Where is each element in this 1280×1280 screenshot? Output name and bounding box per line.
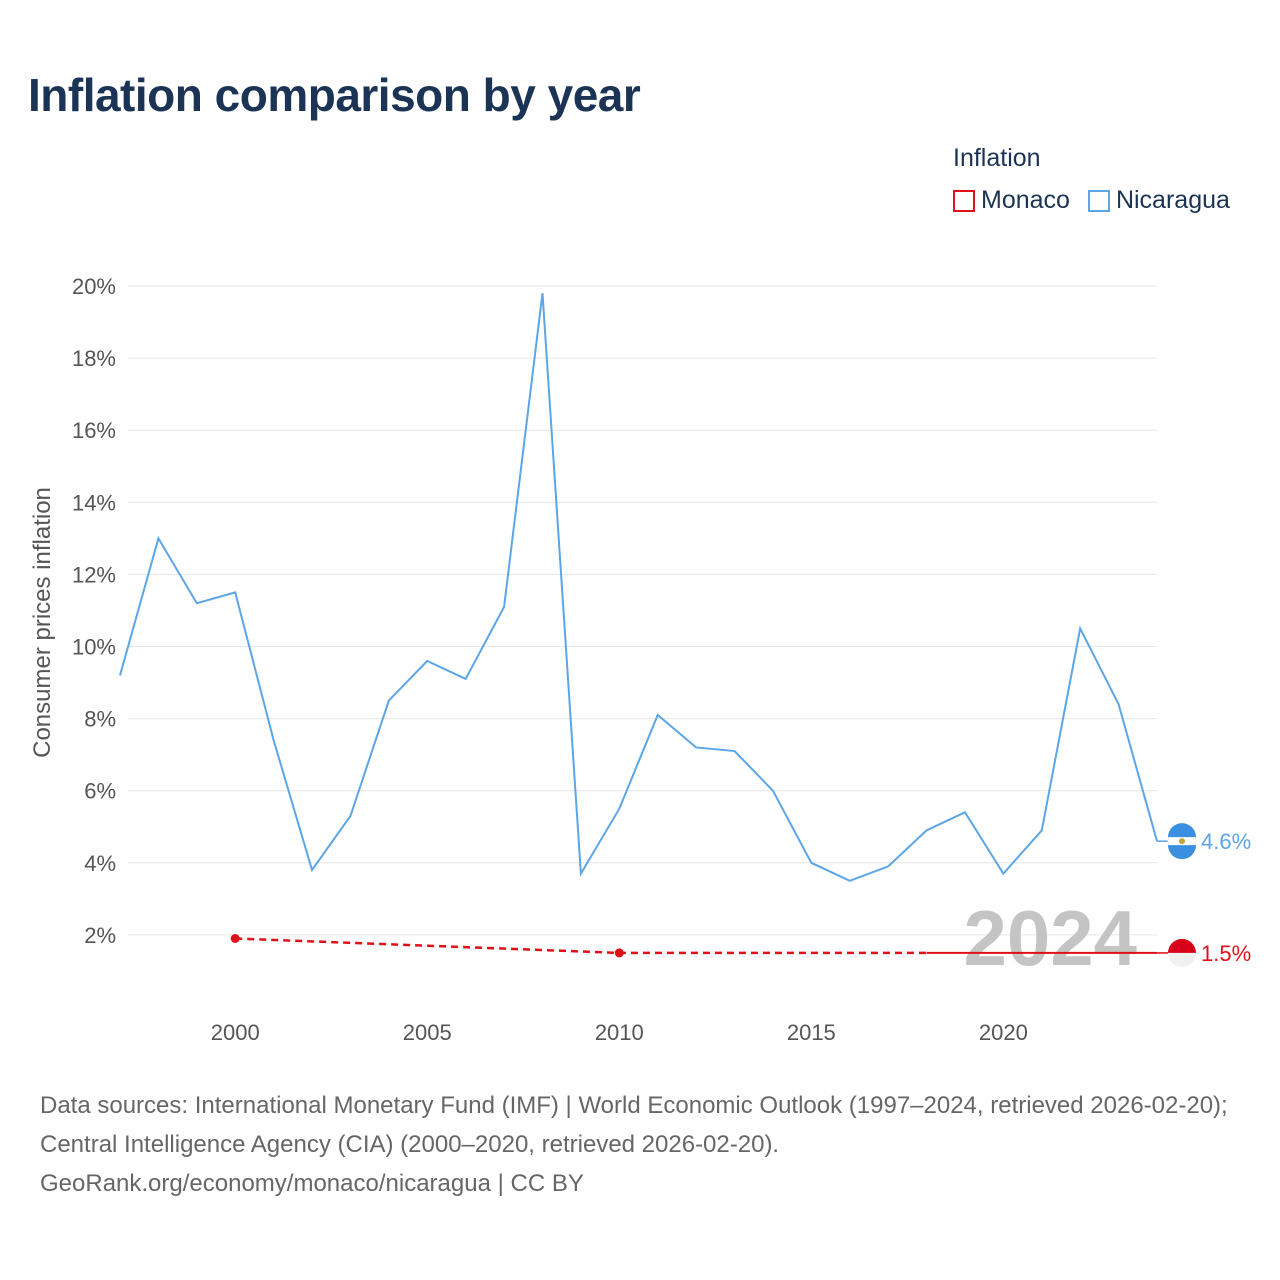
legend-swatch-nicaragua bbox=[1087, 189, 1110, 212]
end-value-label: 1.5% bbox=[1201, 941, 1251, 966]
line-chart: 2%4%6%8%10%12%14%16%18%20% 2000 2005 2010 2… bbox=[29, 274, 1251, 1045]
y-tick-label: 10% bbox=[72, 635, 116, 660]
flag-stripe-top bbox=[1168, 823, 1196, 838]
y-tick-label: 20% bbox=[72, 274, 116, 299]
data-sources-note: Data sources: International Monetary Fun… bbox=[40, 1092, 1228, 1158]
footer: Data sources: International Monetary Fun… bbox=[40, 1086, 1250, 1203]
y-tick-label: 6% bbox=[84, 779, 116, 804]
x-tick-label: 2000 bbox=[211, 1020, 260, 1045]
x-tick-label: 2005 bbox=[403, 1020, 452, 1045]
y-tick-label: 18% bbox=[72, 346, 116, 371]
x-tick-label: 2010 bbox=[595, 1020, 644, 1045]
y-tick-label: 8% bbox=[84, 707, 116, 732]
y-axis-label: Consumer prices inflation bbox=[29, 487, 56, 758]
chart-title: Inflation comparison by year bbox=[28, 69, 641, 121]
y-tick-label: 16% bbox=[72, 418, 116, 443]
data-point bbox=[614, 948, 624, 958]
y-tick-label: 2% bbox=[84, 923, 116, 948]
series-line-monaco-dashed bbox=[235, 937, 927, 955]
flag-stripe-red bbox=[1168, 938, 1196, 953]
end-markers: 4.6% 1.5% bbox=[1157, 823, 1251, 967]
y-tick-label: 4% bbox=[84, 851, 116, 876]
current-year-watermark: 2024 bbox=[963, 894, 1137, 982]
legend-label-nicaragua: Nicaragua bbox=[1115, 186, 1230, 214]
flag-stripe-bottom bbox=[1168, 845, 1196, 860]
source-url[interactable]: GeoRank.org/economy/monaco/nicaragua | C… bbox=[40, 1170, 584, 1197]
legend-item-nicaragua[interactable]: Nicaragua bbox=[1087, 186, 1230, 215]
x-tick-label: 2015 bbox=[787, 1020, 836, 1045]
x-axis-ticks: 2000 2005 2010 2015 2020 bbox=[211, 1020, 1028, 1045]
y-tick-label: 12% bbox=[72, 562, 116, 587]
y-axis-ticks: 2% 4% 6% 8% 10% 12% 14% 16% 18% 20% bbox=[72, 274, 116, 948]
series-group bbox=[119, 293, 1158, 958]
legend-swatch-monaco bbox=[953, 189, 975, 212]
flag-emblem-icon bbox=[1179, 838, 1185, 845]
legend-item-monaco[interactable]: Monaco bbox=[953, 186, 1070, 215]
legend-label-monaco: Monaco bbox=[981, 186, 1070, 214]
legend-title: Inflation bbox=[953, 144, 1041, 172]
y-tick-label: 14% bbox=[72, 490, 116, 515]
gridlines bbox=[128, 285, 1157, 936]
data-point bbox=[230, 934, 240, 944]
legend: Monaco Nicaragua bbox=[953, 186, 1248, 215]
series-line-nicaragua bbox=[119, 293, 1158, 882]
x-tick-label: 2020 bbox=[979, 1020, 1028, 1045]
end-value-label: 4.6% bbox=[1201, 829, 1251, 854]
